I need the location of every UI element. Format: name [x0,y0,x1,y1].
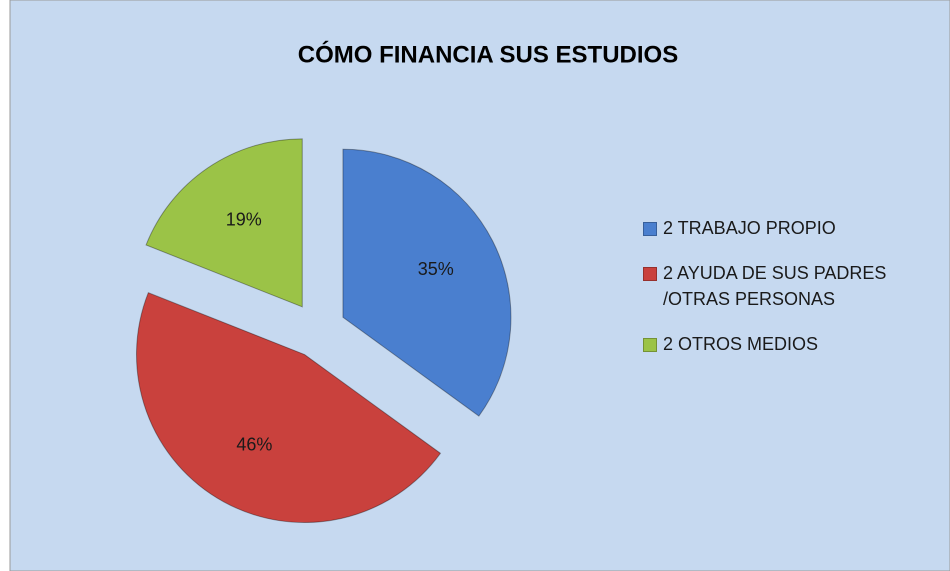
data-label: 19% [226,209,262,229]
chart-title: CÓMO FINANCIA SUS ESTUDIOS [298,40,678,68]
data-label: 35% [418,259,454,279]
data-label: 46% [236,435,272,455]
legend-item: 2 OTROS MEDIOS [643,334,950,357]
legend-swatch [643,338,657,352]
legend-label: 2 TRABAJO PROPIO [663,218,836,238]
legend-label: 2 AYUDA DE SUS PADRES /OTRAS PERSONAS [663,263,887,309]
legend: 2 TRABAJO PROPIO 2 AYUDA DE SUS PADRES /O… [643,218,950,379]
legend-item: 2 AYUDA DE SUS PADRES /OTRAS PERSONAS [643,263,950,312]
legend-item: 2 TRABAJO PROPIO [643,218,950,241]
legend-label: 2 OTROS MEDIOS [663,334,819,354]
pie-slice [342,148,512,417]
pie-slice [145,138,303,308]
pie-slice [136,292,442,524]
legend-swatch [643,267,657,281]
legend-swatch [643,222,657,236]
